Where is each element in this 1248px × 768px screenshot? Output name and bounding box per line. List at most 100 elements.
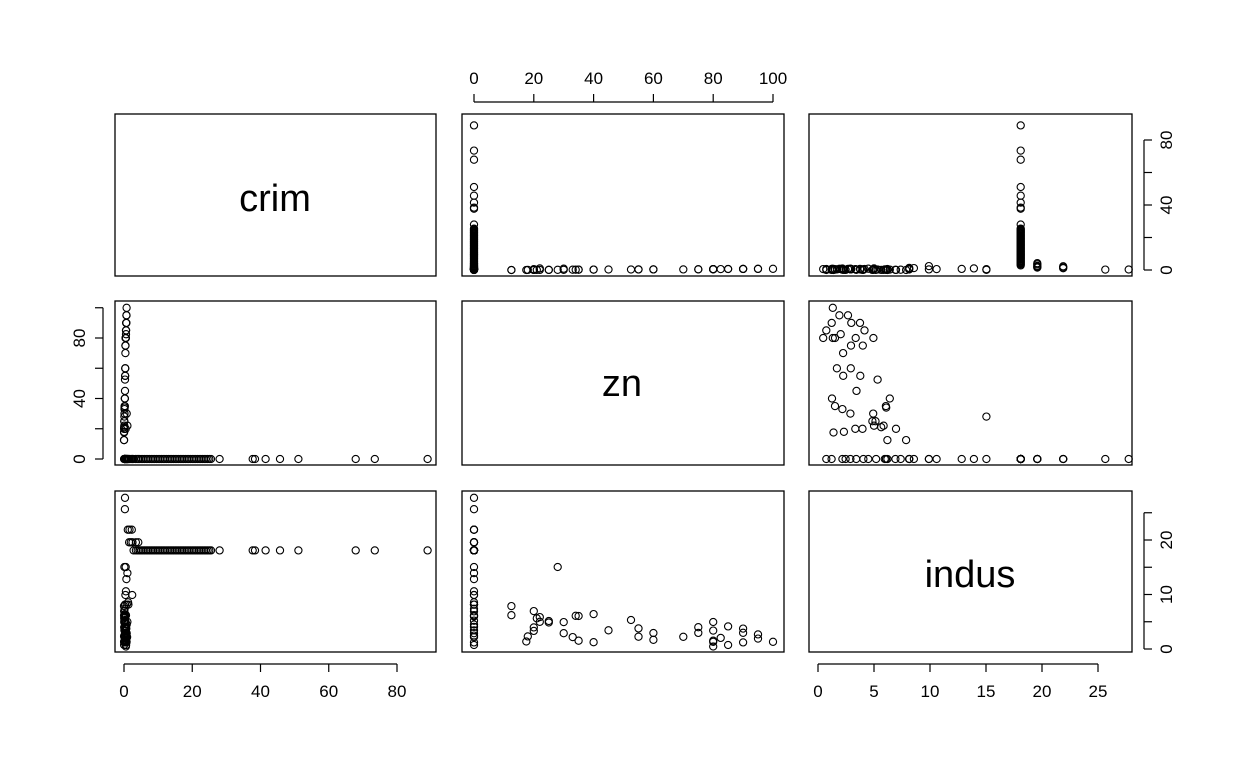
point-indus-vs-crim [351,546,360,555]
point-crim-vs-zn [559,264,568,273]
point-indus-vs-zn [679,632,688,641]
point-zn-vs-crim [122,409,131,418]
point-crim-vs-zn [507,265,516,275]
point-crim-vs-indus [891,265,901,275]
point-zn-vs-crim [122,311,131,320]
point-zn-vs-indus [896,454,905,464]
point-crim-vs-zn [469,146,479,155]
point-indus-vs-zn [709,617,718,627]
point-zn-vs-indus [957,454,966,464]
point-zn-vs-indus [855,318,865,328]
point-crim-vs-indus [982,265,991,274]
point-zn-vs-indus [1033,454,1042,464]
panel-frame-zn-crim [114,300,437,466]
point-zn-vs-indus [1124,454,1133,464]
point-crim-vs-zn [469,182,479,192]
panel-frame-indus-zn [461,490,785,653]
point-crim-vs-indus [909,263,919,273]
point-crim-vs-indus [1016,155,1025,164]
point-indus-vs-zn [604,626,613,635]
point-zn-vs-crim [250,454,260,464]
point-indus-vs-zn [529,626,538,636]
point-zn-vs-crim [123,421,132,430]
point-zn-vs-indus [828,303,837,312]
point-indus-vs-zn [568,632,577,642]
point-indus-vs-crim [125,525,134,534]
point-indus-vs-zn [716,633,725,643]
point-indus-vs-crim [121,640,131,650]
point-crim-vs-zn [768,264,778,273]
point-zn-vs-indus [869,421,879,430]
bottom-tick-label: 20 [1033,682,1052,701]
panel-frame-crim-zn [461,113,785,277]
point-crim-vs-zn [469,203,479,212]
point-zn-vs-crim [121,364,130,373]
bottom-tick-label: 40 [251,682,270,701]
point-indus-vs-zn [574,611,583,621]
point-indus-vs-zn [529,606,538,616]
point-crim-vs-indus [1124,265,1133,274]
point-zn-vs-indus [847,318,856,328]
point-indus-vs-zn [529,623,538,632]
point-zn-vs-indus [883,435,892,445]
point-zn-vs-crim [215,454,224,464]
point-crim-vs-zn [626,265,636,274]
point-zn-vs-indus [856,371,865,380]
point-zn-vs-indus [883,454,892,464]
point-indus-vs-zn [559,617,568,627]
point-crim-vs-indus [924,261,934,271]
point-zn-vs-indus [838,348,848,358]
point-crim-vs-zn [589,265,598,274]
right-tick-label: 80 [1157,131,1176,150]
point-crim-vs-indus [1016,182,1025,192]
point-zn-vs-indus [830,333,840,343]
right-tick-label: 20 [1157,531,1176,550]
point-indus-vs-zn [522,637,531,646]
point-crim-vs-zn [753,264,763,273]
point-indus-vs-zn [723,640,733,650]
point-zn-vs-indus [905,454,914,464]
point-zn-vs-indus [880,454,889,464]
point-crim-vs-indus [957,264,966,274]
point-zn-vs-indus [1101,454,1110,464]
point-indus-vs-crim [423,546,432,555]
point-crim-vs-indus [881,265,891,274]
point-crim-vs-indus [1033,259,1042,268]
point-indus-vs-crim [370,546,379,555]
point-indus-vs-crim [134,538,143,547]
point-zn-vs-indus [830,401,840,411]
right-tick-label: 0 [1157,265,1176,274]
point-zn-vs-indus [846,409,855,418]
point-indus-vs-crim [121,587,131,596]
point-crim-vs-zn [694,265,703,274]
point-indus-vs-zn [469,568,479,578]
point-crim-vs-zn [679,265,688,274]
point-indus-vs-zn [469,538,479,547]
panel-frame-zn-indus [808,300,1133,466]
point-zn-vs-indus [819,333,828,343]
point-zn-vs-crim [120,394,130,403]
point-zn-vs-crim [120,386,130,396]
diag-label-indus: indus [925,554,1016,596]
point-crim-vs-indus [822,264,831,274]
point-zn-vs-crim [119,435,129,445]
point-crim-vs-zn [604,265,613,274]
point-crim-vs-indus [819,264,828,274]
point-indus-vs-zn [469,574,479,584]
point-indus-vs-zn [469,505,479,514]
right-tick-label: 10 [1157,585,1176,604]
point-zn-vs-crim [206,454,216,464]
point-indus-vs-crim [261,546,270,555]
bottom-tick-label: 15 [977,682,996,701]
point-indus-vs-zn [753,630,763,639]
diag-label-zn: zn [602,363,642,405]
point-zn-vs-indus [909,454,919,464]
point-indus-vs-zn [571,611,580,620]
point-indus-vs-crim [120,562,129,572]
panel-frames [114,113,1133,653]
left-tick-label: 40 [70,389,89,408]
point-crim-vs-indus [1016,121,1025,130]
point-indus-vs-zn [768,637,778,646]
point-indus-vs-crim [123,617,132,626]
